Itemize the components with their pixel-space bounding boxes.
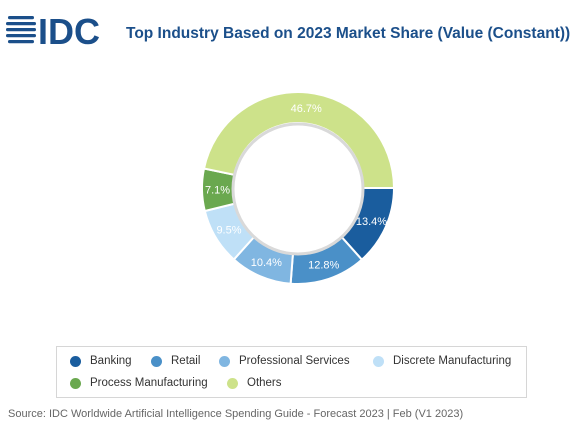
legend-swatch-icon (227, 378, 238, 389)
idc-logo: IDC (6, 11, 100, 48)
legend-swatch-icon (373, 356, 384, 367)
chart-title: Top Industry Based on 2023 Market Share … (126, 25, 571, 42)
logo-stripes-icon (6, 16, 36, 44)
legend-swatch-icon (219, 356, 230, 367)
legend-label: Professional Services (239, 355, 350, 367)
data-label-process-manufacturing: 7.1% (205, 185, 230, 197)
legend-label: Others (247, 377, 282, 389)
header: IDC Top Industry Based on 2023 Market Sh… (6, 8, 571, 48)
legend-swatch-icon (70, 378, 81, 389)
legend-label: Retail (171, 355, 201, 367)
data-label-banking: 13.4% (356, 216, 387, 228)
legend-swatch-icon (151, 356, 162, 367)
legend-label: Discrete Manufacturing (393, 355, 512, 367)
source-note: Source: IDC Worldwide Artificial Intelli… (8, 408, 464, 420)
legend-swatch-icon (70, 356, 81, 367)
data-label-others: 46.7% (291, 103, 322, 115)
data-label-discrete-manufacturing: 9.5% (216, 224, 241, 236)
data-label-retail: 12.8% (308, 259, 339, 271)
legend-label: Process Manufacturing (90, 377, 208, 389)
legend-label: Banking (90, 355, 132, 367)
donut-inner-shadow (231, 122, 365, 256)
logo-text: IDC (38, 11, 100, 48)
legend: Banking Retail Professional Services Discre… (56, 346, 527, 398)
data-label-professional-services: 10.4% (251, 257, 282, 269)
